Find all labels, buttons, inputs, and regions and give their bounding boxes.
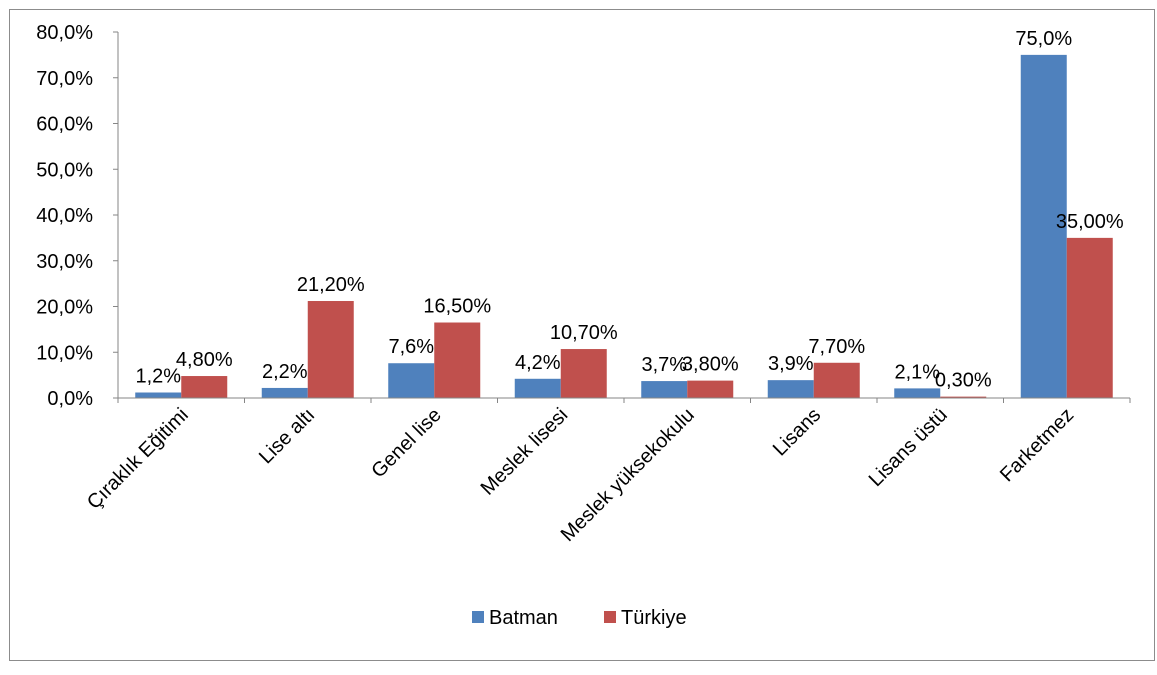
data-label: 0,30% (935, 370, 992, 392)
y-tick-label: 50,0% (36, 159, 93, 181)
x-category-label: Çıraklık Eğitimi (83, 404, 193, 514)
data-label: 35,00% (1056, 211, 1124, 233)
y-tick-label: 40,0% (36, 205, 93, 227)
bar-t-rkiye (687, 380, 734, 398)
data-label: 4,2% (515, 352, 561, 374)
data-label: 75,0% (1015, 28, 1072, 50)
data-label: 3,9% (768, 353, 814, 375)
data-label: 10,70% (550, 322, 618, 344)
bar-batman (1020, 54, 1067, 398)
legend-label: Türkiye (621, 607, 687, 629)
y-tick-label: 60,0% (36, 114, 93, 136)
legend-swatch-batman (472, 611, 484, 623)
x-category-label: Lisans üstü (865, 404, 952, 491)
y-axis: 0,0% 10,0% 20,0% 30,0% 40,0% 50,0% 60,0% 70,0% 8… (36, 22, 119, 410)
data-label: 7,6% (388, 336, 434, 358)
y-tick-label: 10,0% (36, 342, 93, 364)
x-category-label: Lise altı (255, 404, 319, 468)
data-label: 1,2% (135, 366, 181, 388)
data-label: 7,70% (808, 336, 865, 358)
y-tick-label: 80,0% (36, 22, 93, 44)
data-label: 3,80% (682, 354, 739, 376)
legend-label: Batman (489, 607, 558, 629)
data-label: 21,20% (297, 274, 365, 296)
x-category-label: Meslek lisesi (477, 404, 573, 500)
bar-t-rkiye (434, 322, 481, 398)
bar-t-rkiye (813, 362, 860, 398)
data-label: 3,7% (641, 354, 687, 376)
bar-batman (135, 392, 182, 398)
bar-t-rkiye (940, 396, 987, 398)
x-axis: Çıraklık Eğitimi Lise altı Genel lise Mesle… (83, 397, 1131, 546)
bar-t-rkiye (560, 349, 607, 398)
x-category-label: Lisans (769, 404, 825, 460)
x-category-label: Meslek yüksekokulu (557, 404, 699, 546)
bar-t-rkiye (1066, 237, 1113, 398)
x-category-label: Farketmez (996, 404, 1078, 486)
legend-swatch-t-rkiye (604, 611, 616, 623)
bar-chart: 0,0% 10,0% 20,0% 30,0% 40,0% 50,0% 60,0% 70,0% 8… (36, 22, 1131, 629)
data-labels: 1,2% 2,2% 7,6% 4,2% 3,7% 3,9% 2,1% 75,0% 4,80% 21… (135, 28, 1123, 392)
y-tick-label: 70,0% (36, 68, 93, 90)
data-label: 2,2% (262, 361, 308, 383)
bar-batman (261, 387, 308, 398)
x-category-label: Genel lise (367, 404, 445, 482)
data-label: 16,50% (423, 296, 491, 318)
data-label: 4,80% (176, 349, 233, 371)
bar-batman (514, 378, 561, 398)
bar-batman (767, 380, 814, 398)
bar-t-rkiye (307, 301, 354, 398)
legend: Batman Türkiye (472, 607, 687, 629)
y-tick-label: 0,0% (47, 388, 93, 410)
bar-batman (388, 363, 435, 398)
bar-t-rkiye (181, 376, 228, 398)
chart-frame: 0,0% 10,0% 20,0% 30,0% 40,0% 50,0% 60,0% 70,0% 8… (9, 9, 1155, 661)
y-tick-label: 20,0% (36, 297, 93, 319)
data-label: 2,1% (894, 361, 940, 383)
bar-batman (641, 381, 688, 398)
bar-batman (894, 388, 941, 398)
y-tick-label: 30,0% (36, 251, 93, 273)
bars (135, 54, 1113, 398)
